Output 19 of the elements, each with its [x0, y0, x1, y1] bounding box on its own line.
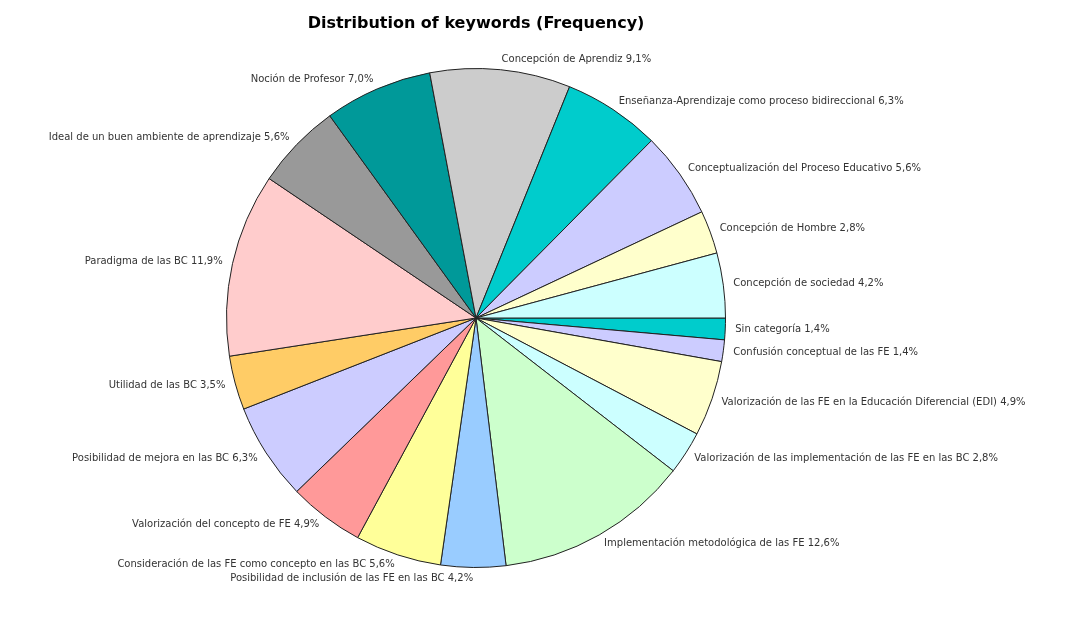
slice-label: Valorización de las FE en la Educación Diferencial (EDI) 4,9% — [721, 395, 1026, 407]
slice-label: Ideal de un buen ambiente de aprendizaje 5,6% — [48, 131, 290, 143]
slice-label: Noción de Profesor 7,0% — [250, 73, 374, 85]
slice-label: Paradigma de las BC 11,9% — [84, 255, 223, 267]
slice-label: Concepción de Hombre 2,8% — [719, 222, 866, 234]
slice-label: Consideración de las FE como concepto en las BC 5,6% — [117, 558, 395, 570]
slice-label: Confusión conceptual de las FE 1,4% — [733, 345, 919, 357]
slice-label: Utilidad de las BC 3,5% — [108, 379, 226, 391]
slice-label: Concepción de Aprendiz 9,1% — [501, 53, 652, 65]
slice-label: Valorización del concepto de FE 4,9% — [132, 518, 320, 530]
chart-title: Distribution of keywords (Frequency) — [307, 13, 645, 33]
slice-label: Implementación metodológica de las FE 12,6% — [604, 537, 840, 549]
slice-label: Valorización de las implementación de las FE en las BC 2,8% — [694, 451, 998, 463]
slice-label: Concepción de sociedad 4,2% — [733, 277, 884, 289]
slice-label: Conceptualización del Proceso Educativo 5,6% — [687, 161, 922, 173]
slice-label: Posibilidad de inclusión de las FE en las BC 4,2% — [230, 572, 474, 584]
slice-label: Posibilidad de mejora en las BC 6,3% — [72, 451, 258, 463]
slice-label: Sin categoría 1,4% — [735, 322, 830, 334]
slice-label: Enseñanza-Aprendizaje como proceso bidireccional 6,3% — [618, 94, 904, 106]
